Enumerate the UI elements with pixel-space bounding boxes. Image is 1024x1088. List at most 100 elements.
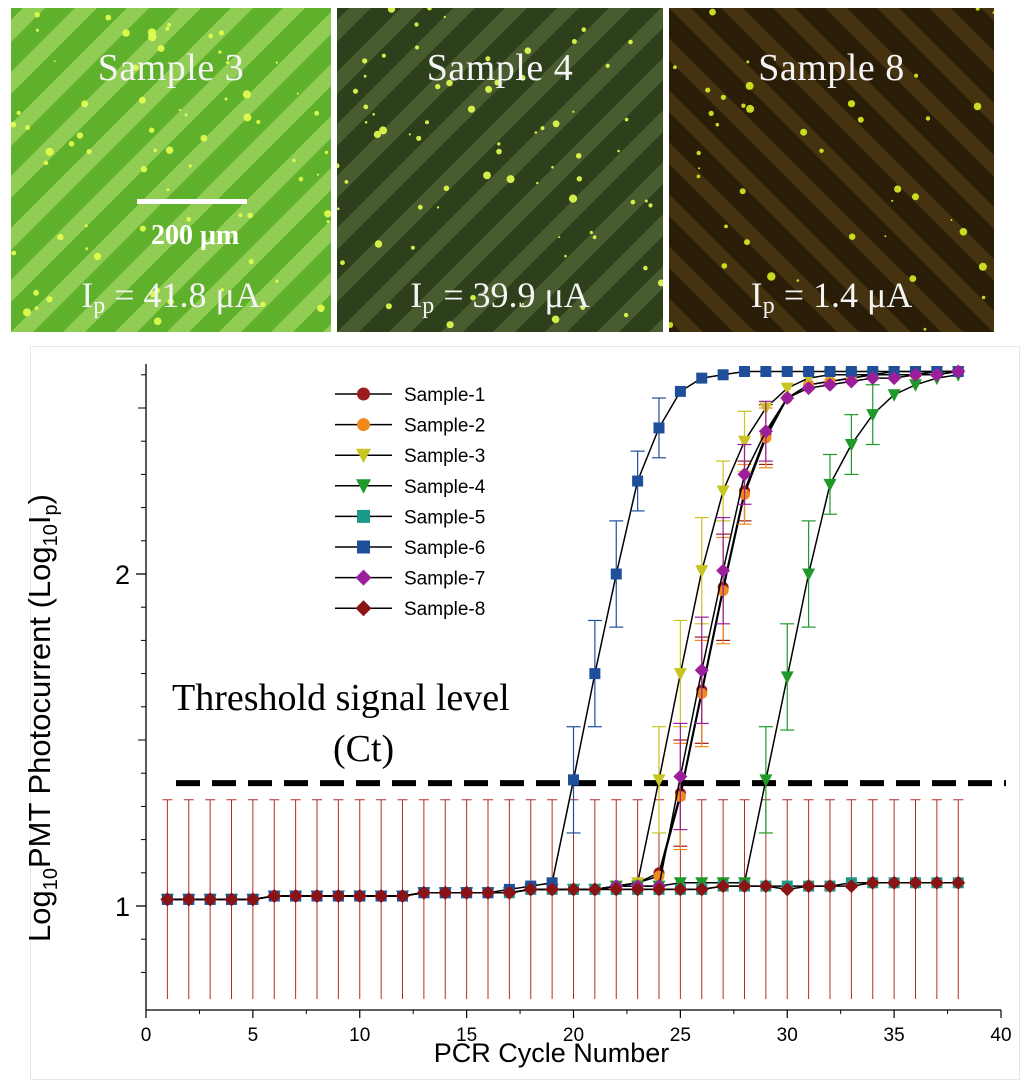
fluorescent-spots <box>669 8 994 331</box>
data-point <box>780 671 794 684</box>
series-line <box>167 370 959 901</box>
data-point <box>374 889 389 904</box>
data-point <box>203 892 218 907</box>
fluorescent-spot <box>33 289 39 296</box>
fluorescent-spot <box>16 110 21 115</box>
legend-label: Sample-1 <box>404 385 485 406</box>
fluorescent-spot <box>68 141 75 147</box>
data-point <box>780 882 795 897</box>
data-point <box>844 439 858 452</box>
micrograph-panel-sample-4: Sample 4 Ip = 39.9 μA <box>337 8 663 332</box>
fluorescent-spot <box>572 110 575 113</box>
electrode-stripe <box>669 194 807 332</box>
threshold-label-ct: (Ct) <box>333 728 395 770</box>
series-line <box>167 370 959 901</box>
x-axis-label: PCR Cycle Number <box>434 1038 670 1068</box>
fluorescent-spot <box>85 247 89 251</box>
ylabel-close: ) <box>22 494 57 505</box>
fluorescent-spot <box>540 126 545 131</box>
electrode-stripe <box>337 8 579 250</box>
electrode-stripe <box>337 8 371 42</box>
data-point <box>357 387 370 401</box>
y-tick-label: 2 <box>115 560 130 590</box>
data-point <box>951 364 966 379</box>
data-point <box>459 885 474 900</box>
data-point <box>695 565 709 578</box>
fluorescent-spot <box>551 315 560 324</box>
x-tick-label: 20 <box>563 1025 584 1046</box>
data-point <box>352 889 367 904</box>
fluorescent-spot <box>894 185 902 193</box>
data-point <box>866 409 880 422</box>
fluorescent-spot <box>819 148 824 153</box>
ip-symbol: I <box>81 275 94 315</box>
data-point <box>674 385 686 397</box>
data-point <box>310 889 324 904</box>
fluorescent-spot <box>698 167 701 170</box>
fluorescent-spot <box>857 116 864 123</box>
fluorescent-spot <box>483 171 491 180</box>
fluorescent-spot <box>720 94 726 100</box>
electrode-stripes <box>337 8 663 332</box>
data-point <box>587 882 602 897</box>
electrode-stripe <box>337 8 663 332</box>
fluorescent-spot <box>744 239 750 246</box>
data-point <box>181 892 196 907</box>
photocurrent-label: Ip = 39.9 μA <box>337 274 663 320</box>
data-point <box>609 882 624 897</box>
fluorescent-spot <box>317 304 325 313</box>
series-sample-1 <box>161 365 964 905</box>
fluorescent-spot <box>45 147 54 156</box>
fluorescent-spot <box>292 158 296 163</box>
fluorescent-spots <box>337 8 663 329</box>
fluorescent-spot <box>416 135 422 141</box>
fluorescent-spot <box>247 212 253 219</box>
electrode-stripe <box>669 298 703 332</box>
electrode-stripes <box>11 8 331 332</box>
fluorescent-spot <box>132 64 139 71</box>
x-tick-label: 5 <box>248 1025 259 1046</box>
data-point <box>694 663 709 678</box>
chart-frame <box>30 346 1020 1080</box>
fluorescent-spot <box>352 88 359 94</box>
data-point <box>929 367 944 382</box>
data-point <box>652 774 666 787</box>
fluorescent-spot <box>140 166 148 173</box>
micrograph-panel-sample-8: Sample 8 Ip = 1.4 μA <box>669 8 994 332</box>
data-point <box>355 569 372 586</box>
fluorescent-spot <box>46 296 53 303</box>
fluorescent-spot <box>673 65 677 70</box>
fluorescent-spot <box>923 327 927 331</box>
ip-subscript: p <box>422 293 435 319</box>
photocurrent-label: Ip = 41.8 μA <box>11 274 331 320</box>
fluorescent-spot <box>84 224 88 228</box>
fluorescent-spot <box>884 235 887 238</box>
fluorescent-spot <box>337 207 340 211</box>
data-point <box>357 418 370 432</box>
fluorescent-spot <box>519 74 526 81</box>
data-point <box>694 882 709 897</box>
data-point <box>716 485 730 498</box>
electrode-stripe <box>271 272 331 332</box>
series-sample-3 <box>160 365 965 907</box>
electrode-stripe <box>323 324 331 332</box>
fluorescent-spot <box>745 81 754 90</box>
fluorescent-spot <box>186 217 191 222</box>
fluorescent-spot <box>243 113 252 122</box>
fluorescent-spot <box>34 306 39 310</box>
ylabel-main: PMT Photocurrent (Log <box>22 546 57 868</box>
fluorescent-spot <box>912 193 919 201</box>
micrograph-image <box>11 8 331 332</box>
fluorescent-spot <box>153 317 162 326</box>
data-point <box>802 568 816 581</box>
fluorescent-spot <box>696 150 701 156</box>
panel-title: Sample 3 <box>97 47 245 89</box>
data-point <box>481 885 495 900</box>
fluorescent-spot <box>536 181 539 185</box>
fluorescent-spot <box>973 102 982 111</box>
electrode-stripe <box>877 8 994 126</box>
data-point <box>887 371 902 386</box>
data-point <box>355 600 372 617</box>
electrode-stripe <box>11 8 149 146</box>
fluorescent-spot <box>337 163 340 169</box>
